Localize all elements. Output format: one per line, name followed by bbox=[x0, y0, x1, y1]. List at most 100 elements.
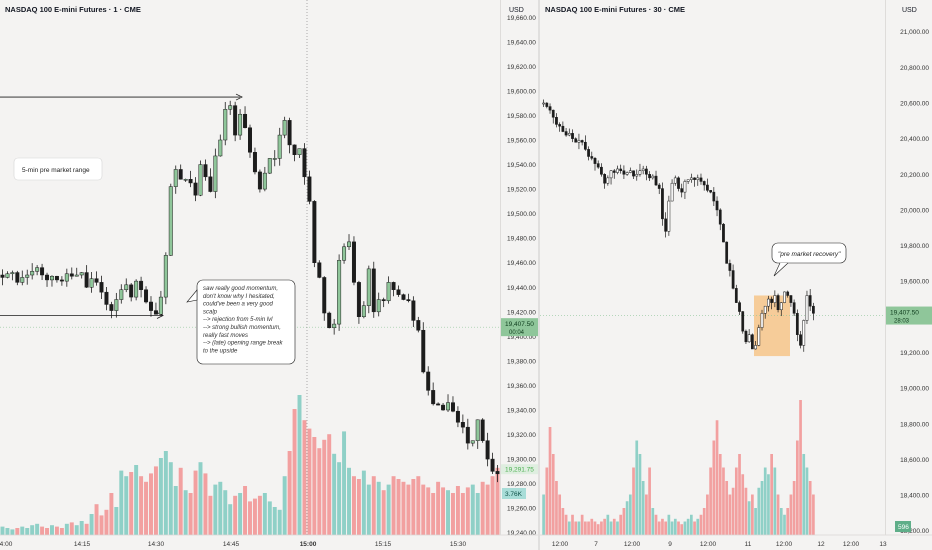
volume-bar bbox=[718, 454, 722, 535]
candle-body bbox=[40, 267, 45, 276]
candle-body bbox=[609, 170, 613, 179]
volume-bar bbox=[272, 507, 277, 535]
note-callout-line: really fast moves bbox=[203, 333, 248, 339]
volume-bar bbox=[619, 514, 623, 535]
volume-bar bbox=[114, 507, 119, 535]
volume-bar bbox=[577, 521, 581, 535]
candle-body bbox=[74, 274, 79, 277]
right-chart-pane[interactable]: "pre market recovery" 21,000.00 20,800.00 2… bbox=[540, 0, 932, 550]
candle-body bbox=[622, 170, 626, 175]
volume-badge bbox=[895, 521, 911, 532]
y-tick-label: 19,600.00 bbox=[900, 279, 929, 286]
x-tick-label: 4:00 bbox=[0, 541, 13, 548]
candle-body bbox=[119, 289, 124, 300]
candle-body bbox=[426, 371, 431, 391]
volume-bar bbox=[773, 467, 777, 535]
candle-body bbox=[446, 402, 451, 411]
candle-body bbox=[465, 426, 470, 444]
candle-body bbox=[376, 299, 381, 313]
volume-bar bbox=[342, 431, 347, 535]
volume-bar bbox=[680, 524, 684, 535]
volume-bar bbox=[667, 514, 671, 535]
candle-body bbox=[779, 302, 783, 311]
candle-body bbox=[356, 282, 361, 317]
volume-bar bbox=[50, 525, 54, 535]
y-tick-label: 19,580.00 bbox=[507, 113, 536, 120]
candle-body bbox=[760, 313, 764, 328]
y-tick-label: 19,400.00 bbox=[507, 334, 536, 341]
volume-bar bbox=[20, 526, 25, 535]
candle-body bbox=[470, 440, 475, 444]
candle-body bbox=[567, 133, 571, 136]
volume-bar bbox=[470, 484, 475, 535]
left-chart-canvas[interactable]: 5-min pre market range saw really good mo… bbox=[0, 0, 538, 550]
volume-bar bbox=[741, 474, 745, 535]
volume-bar bbox=[622, 508, 626, 535]
volume-bar bbox=[450, 493, 455, 535]
volume-bar bbox=[802, 454, 806, 535]
right-chart-canvas[interactable]: "pre market recovery" 21,000.00 20,800.00 2… bbox=[540, 0, 932, 550]
y-tick-label: 19,380.00 bbox=[507, 358, 536, 365]
volume-bar bbox=[119, 470, 124, 535]
volume-bar bbox=[59, 528, 64, 535]
candle-body bbox=[754, 345, 757, 350]
volume-bar bbox=[799, 400, 802, 535]
y-tick-label: 19,520.00 bbox=[507, 187, 536, 194]
volume-bar bbox=[391, 476, 396, 535]
candle-body bbox=[223, 109, 228, 141]
volume-bar bbox=[693, 521, 696, 535]
left-currency-label[interactable]: USD bbox=[509, 7, 524, 14]
candle-body bbox=[30, 271, 35, 276]
candle-body bbox=[45, 274, 50, 281]
volume-bar bbox=[584, 521, 587, 535]
volume-bar bbox=[558, 494, 562, 535]
x-tick-label: 9 bbox=[668, 541, 672, 548]
volume-bar bbox=[744, 487, 748, 535]
volume-bar bbox=[356, 479, 361, 535]
candle-body bbox=[577, 140, 581, 143]
left-chart-title: NASDAQ 100 E-mini Futures · 1 · CME bbox=[5, 5, 141, 14]
volume-bar bbox=[734, 467, 738, 535]
candle-body bbox=[555, 117, 558, 125]
volume-badge-value: 3.76K bbox=[505, 491, 523, 498]
y-tick-label: 20,400.00 bbox=[900, 136, 929, 143]
y-tick-label: 19,540.00 bbox=[507, 162, 536, 169]
volume-bar bbox=[616, 521, 619, 535]
volume-bar bbox=[139, 476, 144, 535]
candle-body bbox=[571, 133, 574, 139]
candle-body bbox=[625, 172, 629, 175]
candle-body bbox=[59, 279, 64, 282]
candle-body bbox=[292, 144, 297, 155]
right-currency-label[interactable]: USD bbox=[902, 7, 917, 14]
volume-bar bbox=[706, 494, 709, 535]
volume-bar bbox=[431, 493, 436, 535]
candle-body bbox=[238, 113, 243, 136]
pane-divider[interactable] bbox=[538, 0, 540, 550]
y-tick-label: 19,480.00 bbox=[507, 236, 536, 243]
candle-body bbox=[441, 404, 446, 411]
left-chart-pane[interactable]: 5-min pre market range saw really good mo… bbox=[0, 0, 538, 550]
range-callout-box bbox=[13, 157, 103, 181]
volume-bar bbox=[580, 514, 584, 535]
volume-bar bbox=[548, 427, 552, 535]
candle-body bbox=[257, 171, 262, 190]
candle-body bbox=[351, 241, 356, 283]
volume-bar bbox=[606, 514, 610, 535]
candle-body bbox=[725, 241, 729, 264]
volume-bar bbox=[661, 518, 664, 535]
volume-bar bbox=[243, 486, 248, 535]
candle-body bbox=[5, 273, 10, 278]
candle-body bbox=[731, 270, 735, 289]
candle-body bbox=[0, 274, 5, 278]
candle-body bbox=[89, 278, 94, 288]
candle-body bbox=[94, 278, 99, 283]
y-tick-label: 19,280.00 bbox=[507, 481, 536, 488]
volume-bar bbox=[10, 529, 15, 535]
volume-bar bbox=[555, 481, 558, 535]
candle-body bbox=[480, 419, 485, 441]
candle-body bbox=[144, 289, 149, 303]
candle-body bbox=[35, 267, 40, 272]
candle-body bbox=[632, 170, 635, 177]
candle-body bbox=[109, 304, 114, 311]
candle-body bbox=[689, 177, 693, 180]
